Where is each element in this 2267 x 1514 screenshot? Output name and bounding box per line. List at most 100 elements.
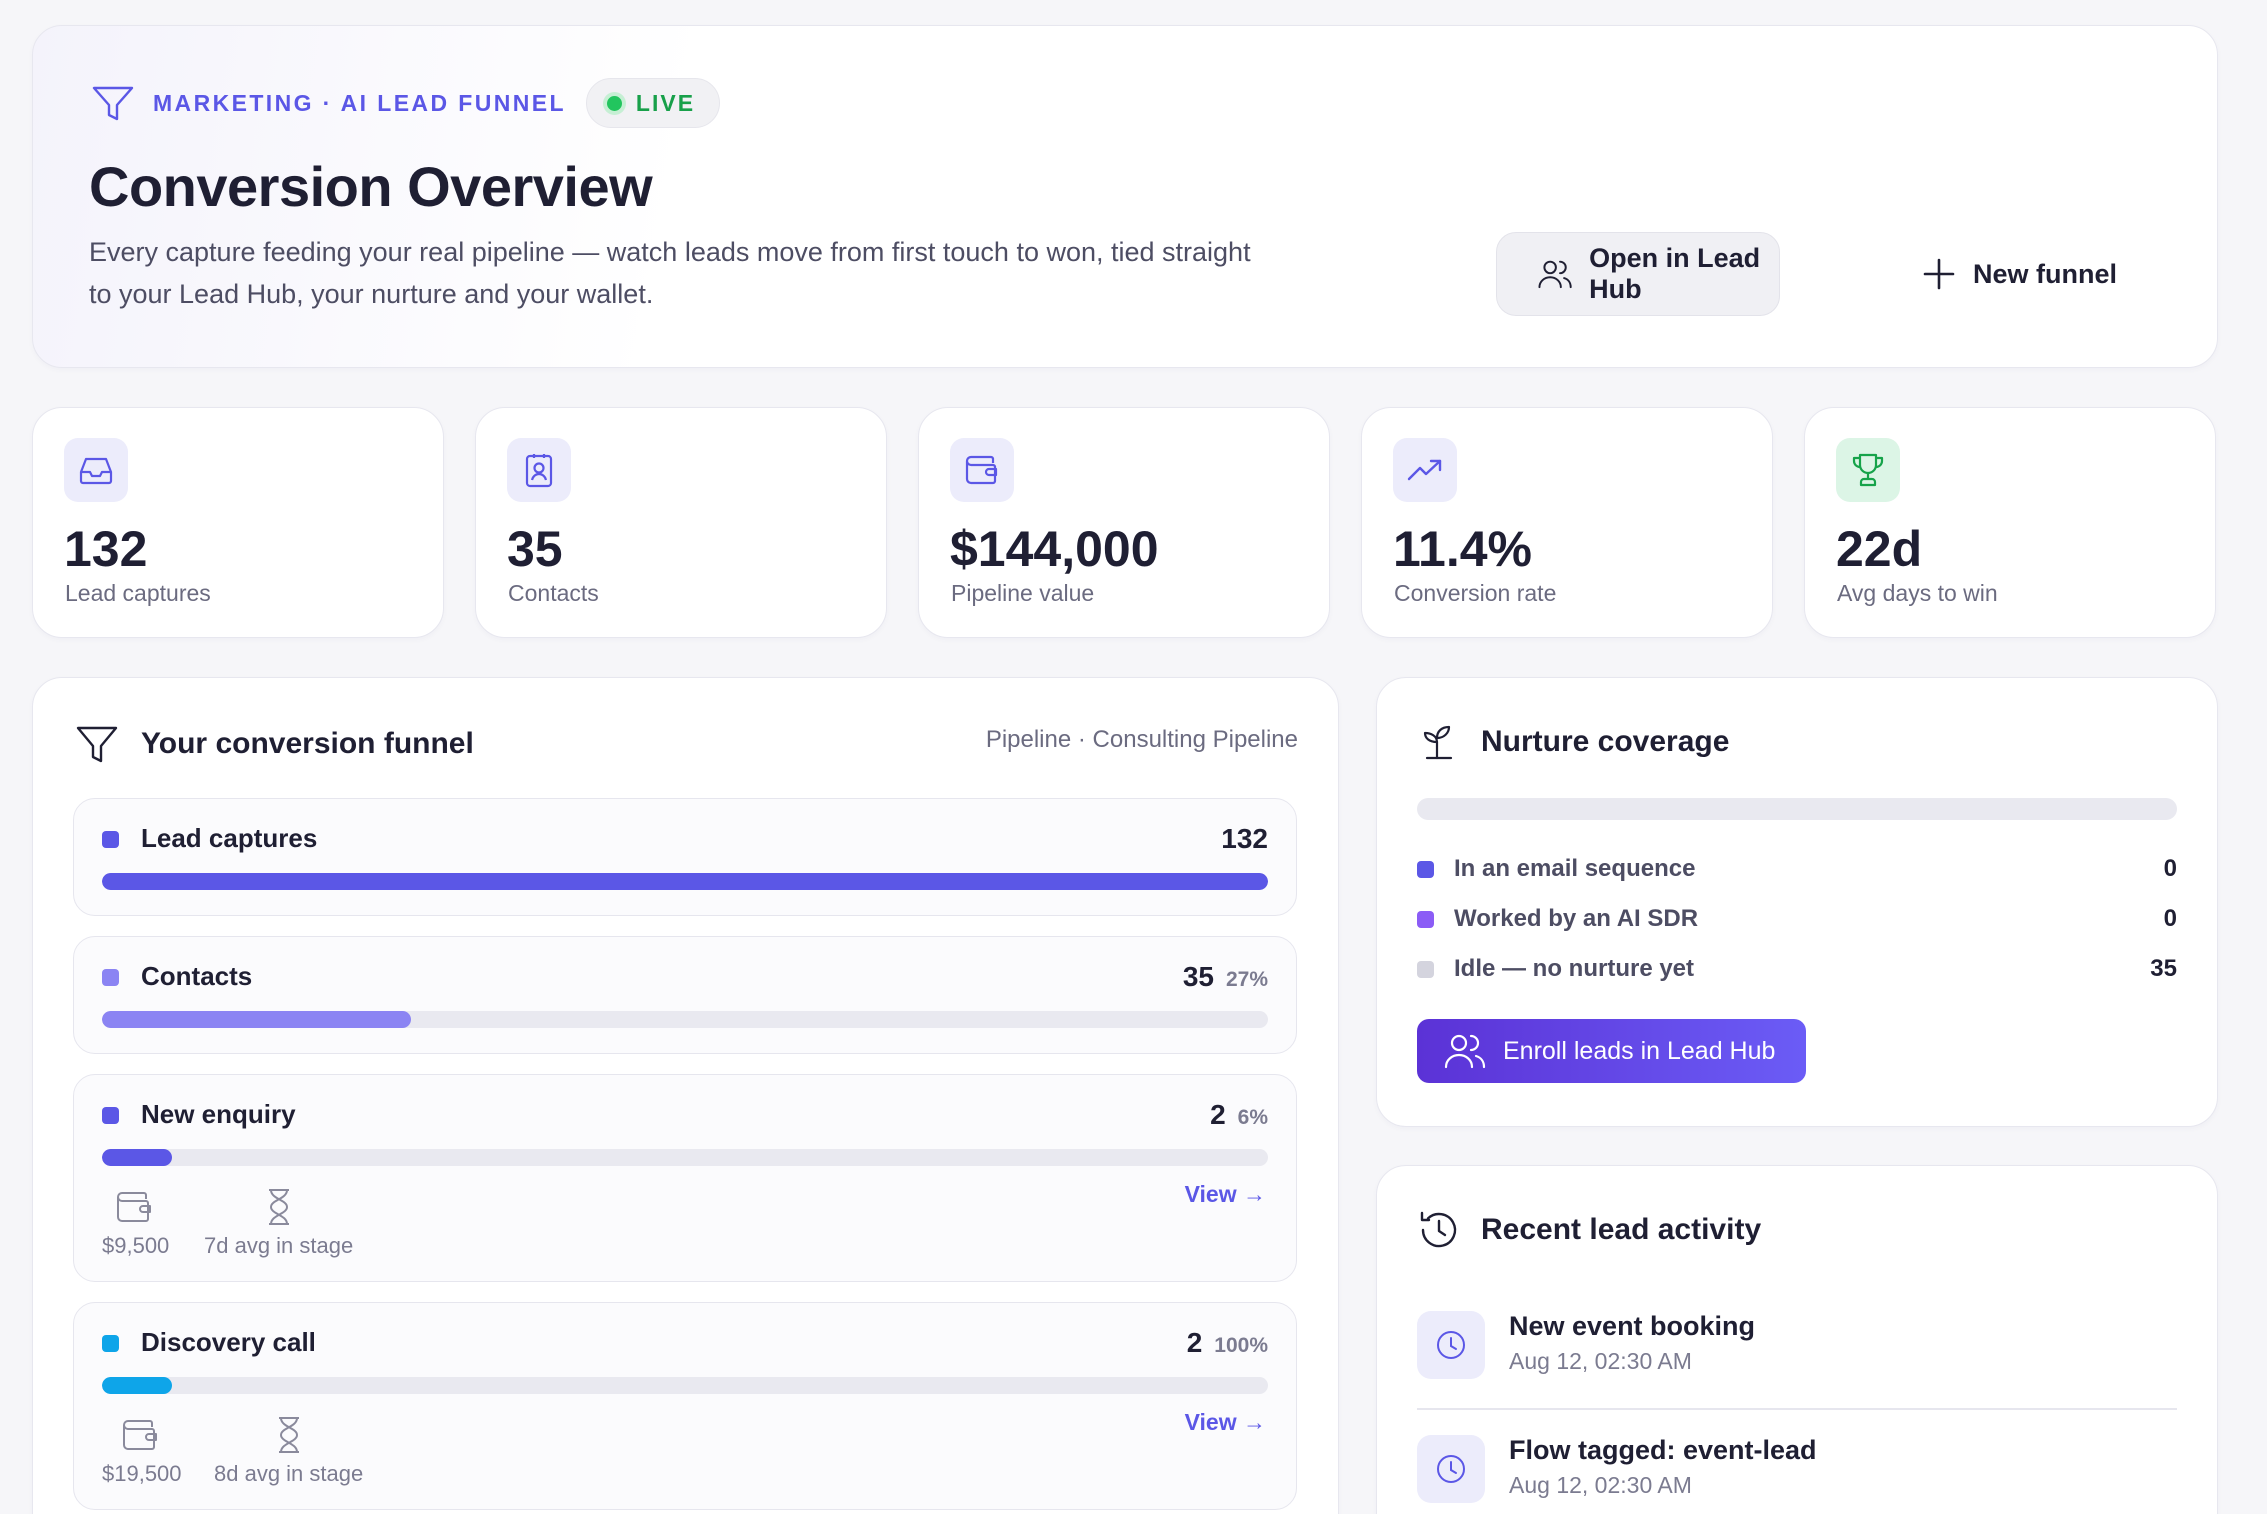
activity-icon-wrap <box>1417 1435 1485 1503</box>
live-dot-icon <box>606 95 622 111</box>
nurture-coverage-panel: Nurture coverage In an email sequence 0 … <box>1376 677 2218 1127</box>
users-icon <box>1538 260 1572 289</box>
nurture-title: Nurture coverage <box>1481 725 1730 758</box>
nurture-header: Nurture coverage <box>1417 720 1729 764</box>
stage-value: $19,500 <box>102 1415 182 1487</box>
stage-avg-text: 7d avg in stage <box>204 1233 354 1258</box>
hourglass-icon <box>278 1417 299 1453</box>
stage-progress-fill <box>102 1011 411 1028</box>
funnel-icon <box>92 86 134 121</box>
activity-title-text: Flow tagged: event-lead <box>1509 1435 1817 1465</box>
status-label: LIVE <box>635 89 696 116</box>
trending-up-icon <box>1407 459 1442 481</box>
wallet-icon <box>122 1420 157 1450</box>
nurture-row-label: In an email sequence <box>1454 855 1696 882</box>
stat-card-lead-captures: 132 Lead captures <box>32 407 444 638</box>
hourglass-icon <box>268 1189 289 1225</box>
stat-icon-wrap <box>1393 438 1457 502</box>
activity-item[interactable]: Flow tagged: event-lead Aug 12, 02:30 AM <box>1417 1435 2177 1514</box>
activity-item[interactable]: New event booking Aug 12, 02:30 AM <box>1417 1311 2177 1421</box>
view-stage-link[interactable]: View → <box>1184 1409 1266 1435</box>
stage-count: 2 100% <box>1187 1327 1268 1359</box>
nurture-row-label: Idle — no nurture yet <box>1454 955 1695 982</box>
funnel-stage-discovery-call: Discovery call 2 100% $19,500 8d avg in … <box>73 1302 1297 1510</box>
stage-color-dot <box>102 831 119 848</box>
stage-count-value: 132 <box>1221 823 1268 854</box>
enroll-leads-button[interactable]: Enroll leads in Lead Hub <box>1417 1019 1806 1083</box>
legend-dot <box>1417 860 1434 878</box>
stat-icon-wrap <box>1836 438 1900 502</box>
stage-value-text: $19,500 <box>102 1461 182 1486</box>
stage-color-dot <box>102 969 119 986</box>
activity-text: Flow tagged: event-lead Aug 12, 02:30 AM <box>1509 1435 1817 1499</box>
stat-value: 35 <box>507 521 563 577</box>
breadcrumb: MARKETING · AI LEAD FUNNEL LIVE <box>89 78 721 128</box>
activity-icon-wrap <box>1417 1311 1485 1379</box>
activity-header: Recent lead activity <box>1417 1208 1761 1252</box>
stage-percent: 100% <box>1214 1334 1268 1357</box>
wallet-icon <box>116 1192 151 1222</box>
stage-name: Discovery call <box>141 1327 316 1357</box>
stage-count: 132 <box>1221 823 1268 855</box>
stage-color-dot <box>102 1335 119 1352</box>
stat-card-conversion-rate: 11.4% Conversion rate <box>1361 407 1773 638</box>
stat-card-pipeline-value: $144,000 Pipeline value <box>918 407 1330 638</box>
stat-label: Avg days to win <box>1837 580 1998 606</box>
stage-progress-track <box>102 1011 1268 1028</box>
stage-progress-fill <box>102 1377 172 1394</box>
stat-icon-wrap <box>507 438 571 502</box>
enroll-leads-label: Enroll leads in Lead Hub <box>1503 1036 1776 1065</box>
recent-activity-panel: Recent lead activity New event booking A… <box>1376 1165 2218 1514</box>
inbox-icon <box>79 457 113 485</box>
stat-value: 132 <box>64 521 148 577</box>
wallet-icon <box>965 455 998 485</box>
view-stage-link[interactable]: View → <box>1184 1181 1266 1207</box>
plus-icon <box>1923 258 1955 290</box>
stage-progress-track <box>102 873 1268 890</box>
activity-title-text: New event booking <box>1509 1311 1756 1341</box>
stat-card-avg-days: 22d Avg days to win <box>1804 407 2216 638</box>
stage-count: 2 6% <box>1210 1099 1268 1131</box>
legend-dot <box>1417 910 1434 928</box>
activity-text: New event booking Aug 12, 02:30 AM <box>1509 1311 1755 1375</box>
funnel-stage-new-enquiry: New enquiry 2 6% $9,500 7d avg in stage … <box>73 1074 1297 1282</box>
nurture-row-email-sequence: In an email sequence 0 <box>1417 855 2177 883</box>
stage-percent: 27% <box>1225 968 1268 991</box>
nurture-row-label: Worked by an AI SDR <box>1454 905 1699 932</box>
funnel-icon <box>76 726 118 763</box>
trophy-icon <box>1852 453 1884 487</box>
open-lead-hub-label: Open in Lead Hub <box>1589 243 1761 304</box>
clock-icon <box>1437 1331 1465 1359</box>
conversion-funnel-panel: Your conversion funnel Pipeline · Consul… <box>32 677 1339 1514</box>
breadcrumb-text: MARKETING · AI LEAD FUNNEL <box>153 89 566 116</box>
page-header: MARKETING · AI LEAD FUNNEL LIVE Conversi… <box>32 25 2218 368</box>
open-lead-hub-button[interactable]: Open in Lead Hub <box>1496 232 1780 316</box>
stage-progress-fill <box>102 1149 172 1166</box>
stat-label: Contacts <box>508 580 599 606</box>
stage-name: Lead captures <box>141 823 318 853</box>
stage-count-value: 2 <box>1210 1099 1226 1130</box>
nurture-progress-track <box>1417 798 2177 820</box>
pipeline-label: Pipeline · Consulting Pipeline <box>985 726 1298 753</box>
stat-icon-wrap <box>64 438 128 502</box>
new-funnel-button[interactable]: New funnel <box>1883 232 2161 316</box>
legend-dot <box>1417 960 1434 978</box>
funnel-stage-lead-captures: Lead captures 132 <box>73 798 1297 916</box>
activity-timestamp: Aug 12, 02:30 AM <box>1509 1348 1692 1374</box>
stage-name: New enquiry <box>141 1099 296 1129</box>
page-title: Conversion Overview <box>89 155 653 218</box>
stage-progress-track <box>102 1149 1268 1166</box>
activity-timestamp: Aug 12, 02:30 AM <box>1509 1472 1692 1498</box>
stage-avg-days: 7d avg in stage <box>204 1187 353 1259</box>
stage-name: Contacts <box>141 961 253 991</box>
divider <box>1417 1408 2177 1410</box>
funnel-header: Your conversion funnel <box>73 720 474 768</box>
stat-label: Pipeline value <box>951 580 1095 606</box>
stage-value: $9,500 <box>102 1187 169 1259</box>
clock-icon <box>1437 1455 1465 1483</box>
nurture-row-value: 0 <box>2163 905 2177 932</box>
nurture-row-value: 0 <box>2163 855 2177 882</box>
users-icon <box>1444 1034 1486 1069</box>
activity-title: Recent lead activity <box>1481 1213 1762 1246</box>
stat-label: Lead captures <box>65 580 211 606</box>
